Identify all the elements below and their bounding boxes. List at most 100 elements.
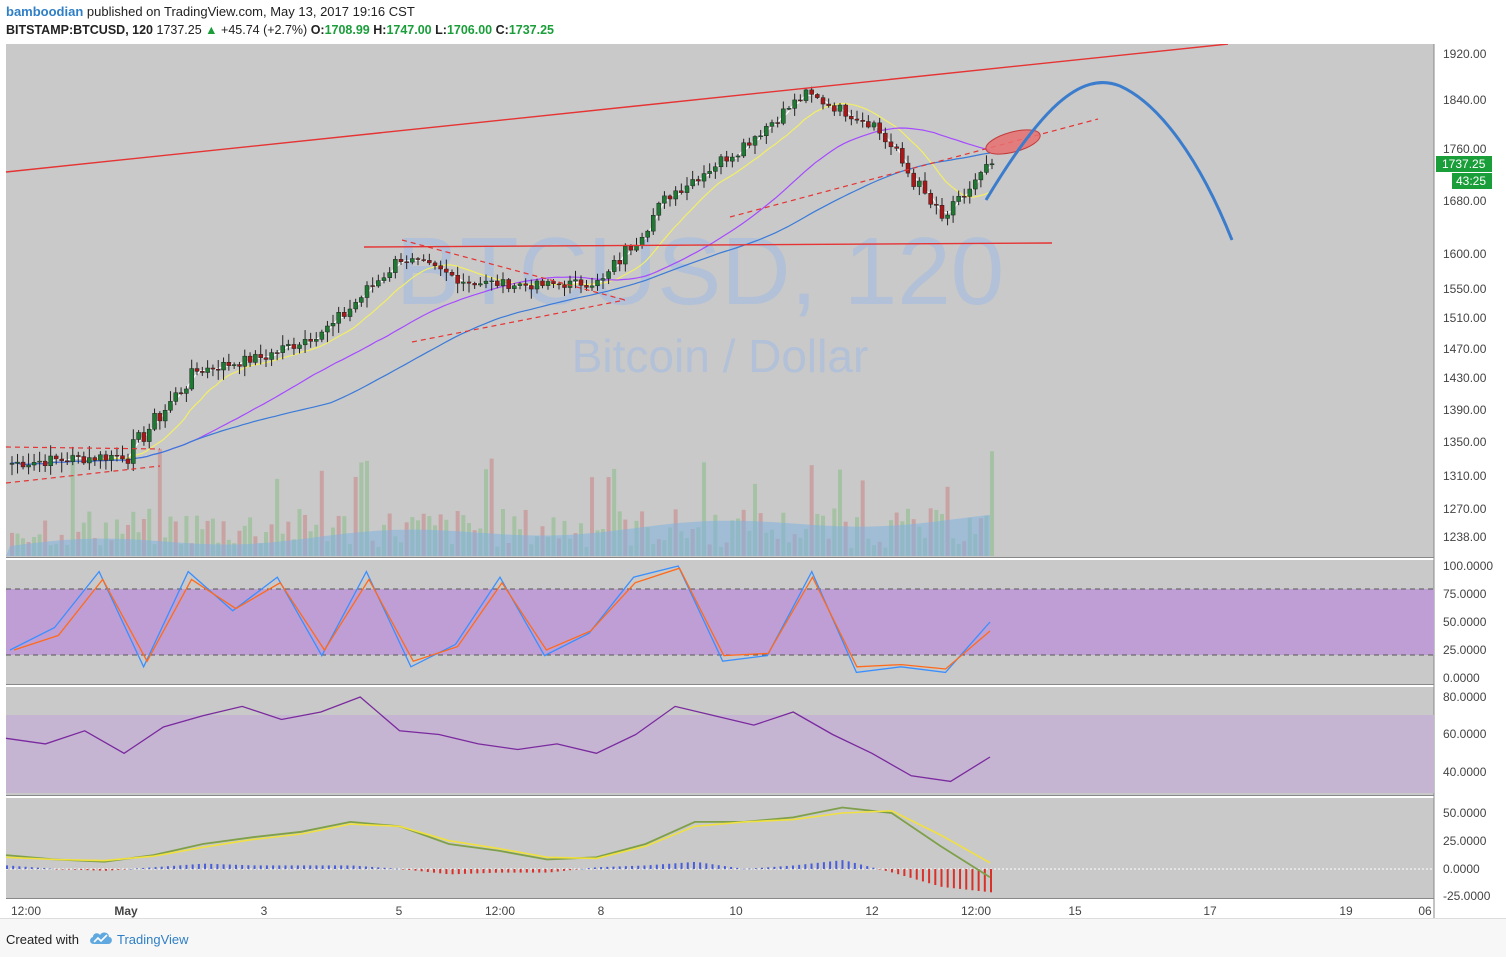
macd-histogram-bar <box>383 867 386 869</box>
candle-body <box>370 285 375 287</box>
macd-histogram-bar <box>562 869 565 871</box>
candlesticks[interactable] <box>9 86 995 476</box>
volume-bar <box>157 448 162 556</box>
macd-histogram-bar <box>185 864 188 869</box>
candle-body <box>9 463 15 465</box>
macd-histogram-bar <box>321 865 324 869</box>
macd-histogram-bar <box>903 869 906 877</box>
price-tick-label: 1550.00 <box>1443 282 1487 296</box>
candle-body <box>667 195 673 200</box>
volume-bar <box>242 525 247 556</box>
macd-histogram-bar <box>847 861 850 869</box>
triangle-lower-line[interactable] <box>411 299 626 343</box>
candle-body <box>786 108 792 110</box>
candle-body <box>826 103 831 106</box>
candle-body <box>578 279 584 286</box>
volume-bar <box>990 451 994 556</box>
candle-body <box>651 215 656 232</box>
watermark-symbol: BTCUSD, 120 <box>396 218 1004 325</box>
macd-histogram-bar <box>501 869 504 873</box>
candle-body <box>506 279 511 289</box>
macd-histogram-bar <box>278 865 281 869</box>
horizontal-support-line[interactable] <box>363 242 1053 248</box>
candle-body <box>168 401 173 411</box>
candle-body <box>956 196 961 202</box>
candle-body <box>42 460 48 467</box>
candle-body <box>606 271 611 279</box>
macd-histogram-bar <box>290 865 293 869</box>
macd-histogram-bar <box>179 865 182 869</box>
volume-bar <box>131 511 136 556</box>
volume-bar <box>275 478 280 556</box>
published-text: published on TradingView.com, May 13, 20… <box>86 4 415 19</box>
macd-histogram-bar <box>717 865 720 869</box>
candle-body <box>679 190 684 193</box>
candle-body <box>781 108 786 124</box>
macd-histogram-bar <box>358 866 361 869</box>
symbol-title: BITSTAMP:BTCUSD, 120 <box>6 23 154 37</box>
open-label: O: <box>310 23 325 37</box>
author-link[interactable]: bamboodian <box>6 4 84 19</box>
candle-body <box>617 260 622 265</box>
price-tick-label: 1510.00 <box>1443 311 1487 325</box>
stochastic-tick-label: 25.0000 <box>1443 643 1487 657</box>
change-value: +45.74 (+2.7%) <box>221 23 308 37</box>
time-tick-label: 15 <box>1068 904 1082 918</box>
macd-histogram-bar <box>315 865 318 869</box>
triangle-upper-line[interactable] <box>401 239 626 301</box>
candle-body <box>76 455 81 457</box>
candle-body <box>455 275 460 284</box>
candle-body <box>820 97 826 105</box>
projection-arc[interactable] <box>984 81 1234 241</box>
candle-body <box>141 432 147 442</box>
candle-body <box>837 104 843 112</box>
price-axis-labels[interactable]: 1920.00 1840.00 1760.00 1680.00 1600.00 1550.… <box>1443 47 1493 903</box>
candle-body <box>215 368 221 371</box>
volume-bar <box>15 533 20 556</box>
candle-body <box>483 280 489 284</box>
macd-histogram-bar <box>166 866 169 869</box>
volume-bar <box>248 517 253 556</box>
price-tick-label: 1600.00 <box>1443 247 1487 261</box>
stochastic-tick-label: 0.0000 <box>1443 671 1480 685</box>
candle-body <box>184 388 189 394</box>
tradingview-link[interactable]: TradingView <box>117 932 189 947</box>
macd-histogram-bar <box>872 867 875 869</box>
upper-trendline[interactable] <box>5 44 1229 173</box>
stochastic-band <box>6 589 1434 655</box>
candle-body <box>713 166 718 172</box>
macd-histogram-bar <box>129 868 132 870</box>
macd-pane[interactable] <box>6 798 1434 898</box>
macd-histogram-bar <box>897 869 900 875</box>
candle-body <box>421 259 426 261</box>
time-axis-labels[interactable]: 12:00 May 3 5 12:00 8 10 12 12:00 15 17 19 06 <box>11 904 1432 918</box>
candle-body <box>26 464 31 468</box>
tradingview-cloud-icon[interactable] <box>88 930 114 946</box>
macd-histogram-bar <box>61 869 64 870</box>
macd-histogram-bar <box>265 865 268 869</box>
candle-body <box>752 136 758 146</box>
volume-bar <box>286 521 291 556</box>
candle-body <box>478 283 483 286</box>
macd-histogram-bar <box>6 865 8 869</box>
price-pane[interactable] <box>6 44 1434 557</box>
macd-histogram-bar <box>983 869 986 892</box>
volume-bar <box>297 509 302 556</box>
candle-body <box>645 230 650 238</box>
base-lower-line[interactable] <box>5 465 161 484</box>
macd-histogram-bar <box>773 866 776 869</box>
candle-body <box>92 457 98 461</box>
macd-histogram-bar <box>92 869 95 871</box>
candle-body <box>325 325 330 333</box>
macd-histogram-bar <box>253 865 256 869</box>
macd-histogram-bar <box>748 868 751 870</box>
chart-canvas[interactable]: BTCUSD, 120 Bitcoin / Dollar 1920.00 1840… <box>0 44 1506 918</box>
macd-histogram-bar <box>36 867 39 869</box>
candle-body <box>950 201 956 216</box>
base-upper-line[interactable] <box>5 446 161 450</box>
macd-histogram-bar <box>829 861 832 869</box>
candle-body <box>871 122 877 128</box>
candle-body <box>690 179 695 187</box>
candle-body <box>843 104 848 117</box>
macd-histogram-bar <box>395 868 398 870</box>
